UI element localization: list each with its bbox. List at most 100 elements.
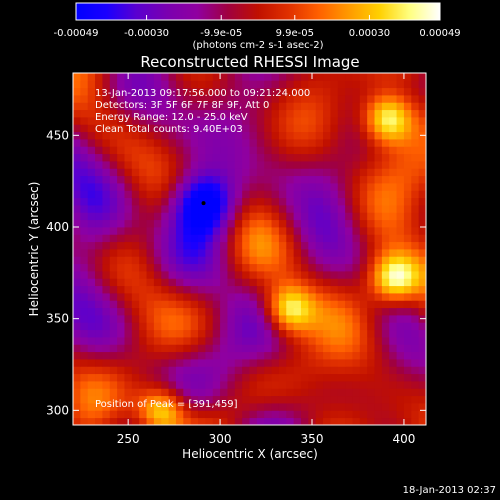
heatmap-cell: [264, 256, 272, 265]
heatmap-cell: [403, 307, 412, 316]
heatmap-cell: [352, 241, 361, 250]
heatmap-cell: [242, 307, 250, 316]
heatmap-cell: [367, 278, 375, 287]
heatmap-cell: [220, 263, 228, 272]
heatmap-cell: [278, 249, 287, 257]
heatmap-cell: [139, 271, 147, 279]
heatmap-cell: [271, 307, 280, 316]
heatmap-cell: [227, 131, 236, 140]
heatmap-cell: [300, 373, 309, 382]
heatmap-cell: [323, 344, 331, 353]
heatmap-cell: [293, 219, 302, 228]
heatmap-cell: [183, 263, 192, 272]
heatmap-cell: [190, 153, 199, 162]
heatmap-cell: [300, 175, 309, 184]
heatmap-cell: [381, 307, 390, 316]
heatmap-cell: [139, 117, 147, 125]
heatmap-cell: [381, 329, 390, 338]
heatmap-cell: [381, 381, 390, 389]
heatmap-cell: [374, 403, 383, 411]
heatmap-cell: [323, 227, 331, 235]
heatmap-cell: [308, 124, 317, 133]
heatmap-cell: [315, 322, 324, 331]
heatmap-cell: [323, 351, 331, 360]
heatmap-cell: [190, 95, 199, 103]
heatmap-cell: [109, 131, 118, 140]
heatmap-cell: [87, 293, 96, 301]
heatmap-cell: [205, 373, 214, 382]
heatmap-cell: [87, 80, 96, 89]
heatmap-cell: [330, 278, 339, 287]
heatmap-cell: [271, 80, 280, 89]
heatmap-cell: [389, 410, 397, 419]
heatmap-cell: [337, 285, 346, 294]
heatmap-cell: [381, 263, 390, 272]
heatmap-cell: [330, 197, 339, 206]
heatmap-cell: [80, 322, 89, 331]
heatmap-cell: [124, 219, 133, 228]
heatmap-cell: [139, 227, 147, 235]
heatmap-cell: [146, 322, 155, 331]
heatmap-cell: [153, 139, 162, 147]
heatmap-cell: [411, 388, 420, 397]
heatmap-cell: [242, 366, 250, 375]
heatmap-cell: [175, 300, 184, 309]
heatmap-cell: [271, 293, 280, 301]
heatmap-cell: [293, 234, 302, 243]
heatmap-cell: [242, 73, 250, 81]
heatmap-cell: [264, 73, 272, 81]
heatmap-cell: [168, 351, 177, 360]
heatmap-cell: [315, 175, 324, 184]
heatmap-cell: [271, 344, 280, 353]
heatmap-cell: [205, 95, 214, 103]
heatmap-cell: [256, 161, 265, 169]
heatmap-cell: [161, 219, 169, 228]
heatmap-cell: [73, 175, 81, 184]
heatmap-cell: [411, 373, 420, 382]
heatmap-cell: [205, 322, 214, 331]
heatmap-cell: [183, 190, 192, 199]
heatmap-cell: [227, 146, 236, 155]
heatmap-cell: [249, 102, 258, 111]
heatmap-cell: [345, 278, 353, 287]
heatmap-cell: [227, 271, 236, 279]
heatmap-cell: [227, 183, 236, 191]
heatmap-cell: [242, 395, 250, 404]
heatmap-cell: [190, 373, 199, 382]
heatmap-cell: [330, 205, 339, 213]
heatmap-cell: [73, 351, 81, 360]
heatmap-cell: [374, 329, 383, 338]
heatmap-cell: [308, 139, 317, 147]
heatmap-cell: [124, 87, 133, 96]
heatmap-cell: [374, 410, 383, 419]
heatmap-cell: [242, 381, 250, 389]
heatmap-cell: [139, 183, 147, 191]
heatmap-cell: [359, 109, 368, 118]
heatmap-cell: [190, 190, 199, 199]
heatmap-cell: [146, 190, 155, 199]
heatmap-cell: [102, 205, 111, 213]
heatmap-cell: [271, 395, 280, 404]
heatmap-cell: [271, 300, 280, 309]
heatmap-cell: [396, 102, 405, 111]
heatmap-cell: [146, 307, 155, 316]
heatmap-cell: [109, 249, 118, 257]
heatmap-cell: [359, 146, 368, 155]
heatmap-cell: [293, 249, 302, 257]
heatmap-cell: [198, 168, 206, 177]
heatmap-cell: [146, 117, 155, 125]
heatmap-cell: [359, 80, 368, 89]
heatmap-cell: [359, 300, 368, 309]
heatmap-cell: [264, 219, 272, 228]
heatmap-cell: [198, 337, 206, 345]
heatmap-cell: [359, 227, 368, 235]
heatmap-cell: [396, 315, 405, 323]
heatmap-cell: [359, 124, 368, 133]
heatmap-cell: [102, 249, 111, 257]
heatmap-cell: [381, 212, 390, 221]
heatmap-cell: [308, 329, 317, 338]
heatmap-cell: [198, 329, 206, 338]
heatmap-cell: [212, 190, 221, 199]
heatmap-cell: [286, 131, 295, 140]
heatmap-cell: [359, 197, 368, 206]
